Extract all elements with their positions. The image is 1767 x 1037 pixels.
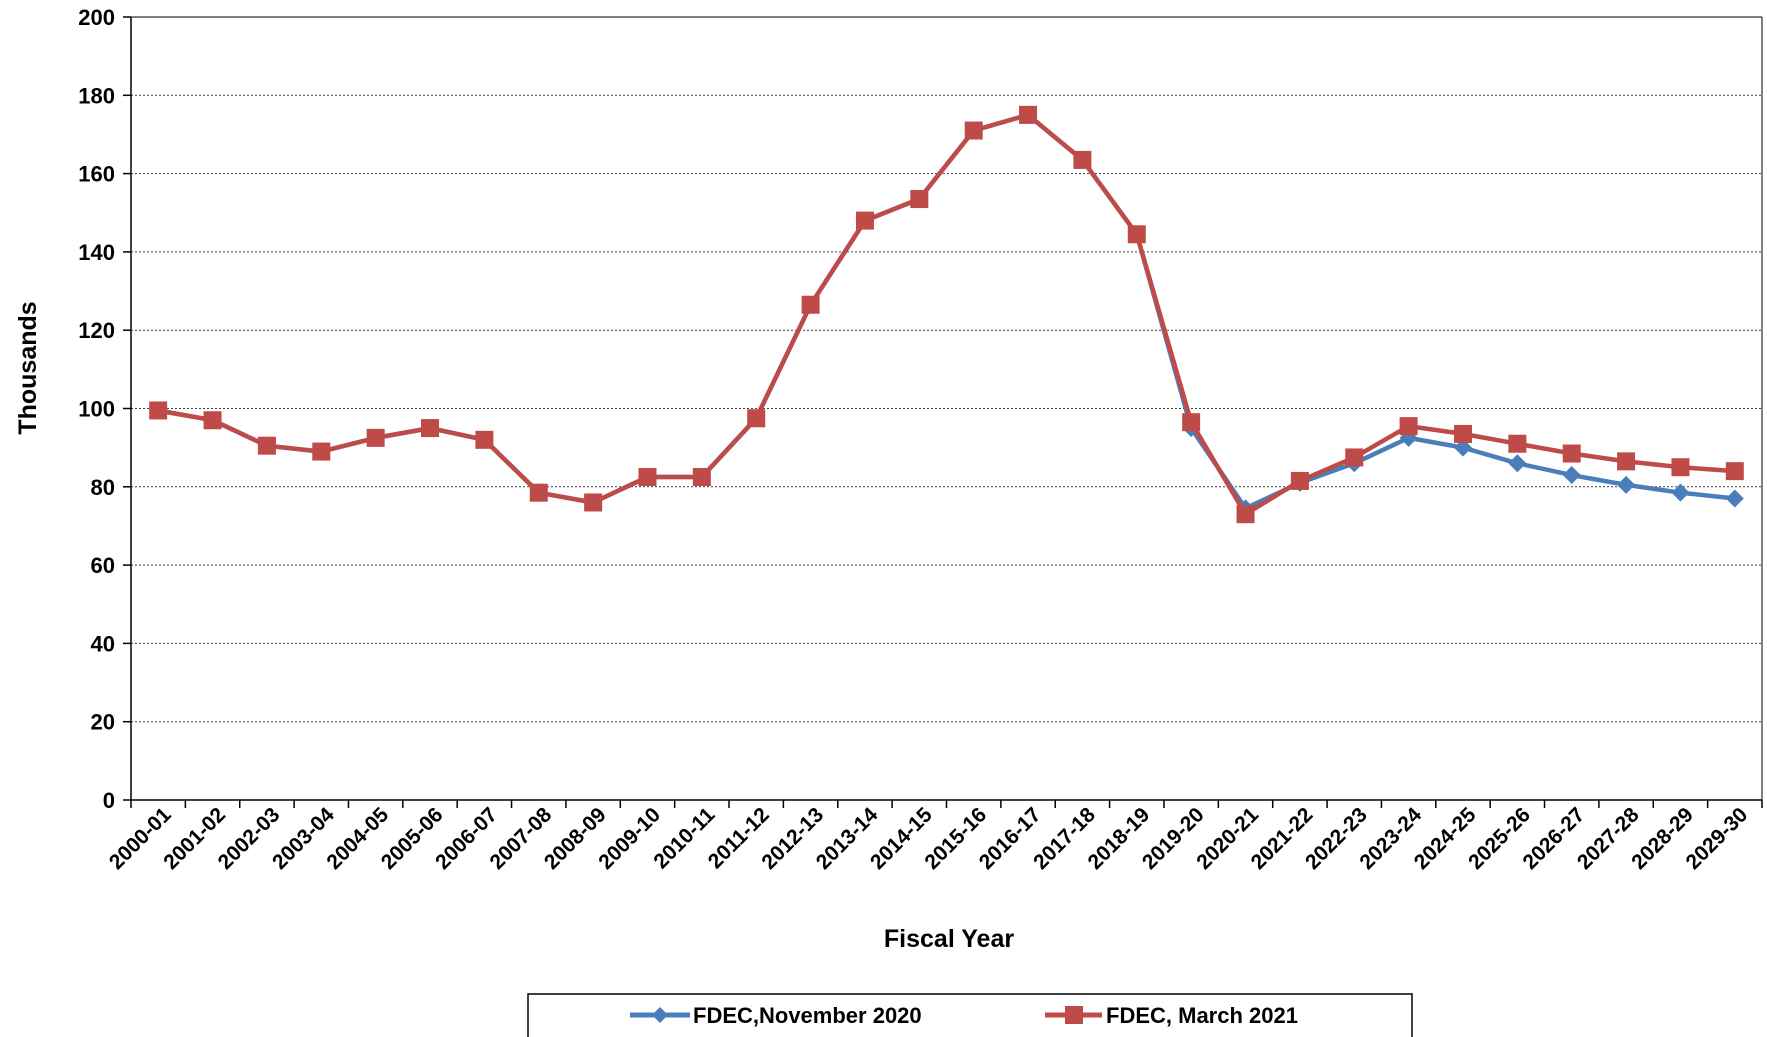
legend-item-nov-2020: FDEC,November 2020 [630,1003,922,1028]
series-line-0 [157,112,1736,511]
data-point-square [312,442,331,461]
data-point-diamond [1617,475,1636,494]
y-tick-label: 20 [91,710,115,735]
series-lines [149,105,1744,524]
legend-item-mar-2021: FDEC, March 2021 [1045,1003,1298,1028]
y-axis-title: Thousands [14,301,42,434]
data-point-square [257,436,276,455]
data-point-square [1073,150,1092,169]
y-tick-label: 0 [103,788,115,813]
data-point-square [1345,448,1364,467]
data-point-square [910,190,929,209]
data-point-square [964,121,983,140]
y-tick-label: 180 [78,83,115,108]
y-tick-label: 60 [91,553,115,578]
data-point-square [1019,105,1038,124]
legend-label-nov-2020: FDEC,November 2020 [693,1003,922,1028]
y-tick-label: 200 [78,5,115,30]
data-point-diamond [1508,454,1527,473]
data-point-square [584,493,603,512]
data-point-diamond [1725,489,1744,508]
data-point-square [1182,413,1201,432]
data-point-diamond [1671,483,1690,502]
data-point-square [1508,434,1527,453]
data-point-square [1453,424,1472,443]
data-point-square [801,295,820,314]
data-point-square [855,211,874,230]
data-point-square [203,411,222,430]
data-point-diamond [1453,438,1472,457]
y-tick-label: 40 [91,631,115,656]
data-point-square [1399,417,1418,436]
data-point-square [475,430,494,449]
y-tick-label: 160 [78,162,115,187]
data-point-square [1671,458,1690,477]
data-point-square [692,468,711,487]
data-point-square [1236,505,1255,524]
data-point-square [366,428,385,447]
data-point-square [1562,444,1581,463]
data-point-square [1617,452,1636,471]
y-tick-labels: 0 20 40 60 80 100 120 140 160 180 200 [78,5,115,813]
legend-label-mar-2021: FDEC, March 2021 [1106,1003,1298,1028]
y-tick-label: 100 [78,397,115,422]
legend-marker-diamond [652,1007,668,1023]
data-point-square [747,409,766,428]
data-point-square [638,468,657,487]
series-line-1 [157,112,1735,517]
data-point-square [149,401,168,420]
data-point-square [1127,225,1146,244]
x-axis-title: Fiscal Year [884,925,1014,953]
legend-marker-square [1065,1006,1083,1024]
data-point-square [1725,462,1744,481]
y-tick-label: 80 [91,475,115,500]
legend-box [527,993,1413,1037]
y-tick-label: 120 [78,318,115,343]
data-point-square [421,419,440,438]
legend: FDEC,November 2020 FDEC, March 2021 [527,993,1413,1037]
data-point-square [529,483,548,502]
gridlines [131,16,1762,723]
y-tick-label: 140 [78,240,115,265]
x-tick-labels: 2000-012001-022002-032003-042004-052005-… [105,803,1752,874]
data-point-square [1290,471,1309,490]
axes [123,16,1763,808]
data-point-diamond [1562,466,1581,485]
